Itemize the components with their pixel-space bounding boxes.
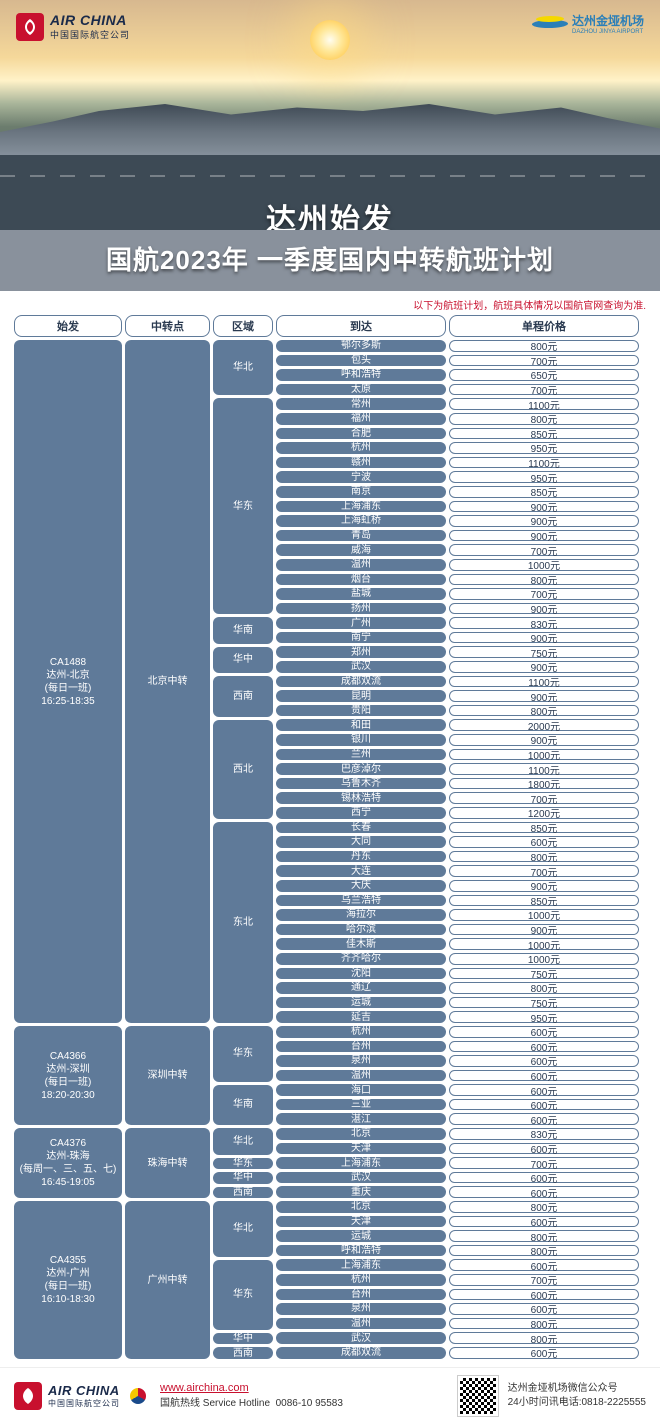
- website-url[interactable]: www.airchina.com: [160, 1382, 249, 1394]
- col-region: 区域: [213, 315, 273, 337]
- airline-name-cn: 中国国际航空公司: [50, 28, 130, 41]
- airport-name-en: DAZHOU JINYA AIRPORT: [572, 29, 644, 35]
- airport-name-cn: 达州金垭机场: [572, 12, 644, 29]
- air-china-logo: AIR CHINA中国国际航空公司: [16, 12, 130, 41]
- hero-banner: AIR CHINA中国国际航空公司 达州金垭机场DAZHOU JINYA AIR…: [0, 0, 660, 230]
- airport-swoosh-icon: [532, 14, 568, 34]
- hotline-number: 0086-10 95583: [276, 1398, 343, 1409]
- phoenix-icon: [14, 1382, 42, 1410]
- col-origin: 始发: [14, 315, 122, 337]
- col-dest: 到达: [276, 315, 446, 337]
- footer: AIR CHINA中国国际航空公司 www.airchina.com 国航热线 …: [0, 1367, 660, 1424]
- title-line2: 国航2023年 一季度国内中转航班计划: [0, 240, 660, 277]
- title-bar: 国航2023年 一季度国内中转航班计划: [0, 230, 660, 291]
- disclaimer-note: 以下为航班计划，航班具体情况以国航官网查询为准.: [14, 297, 646, 312]
- airport-logo: 达州金垭机场DAZHOU JINYA AIRPORT: [532, 12, 644, 35]
- phoenix-icon: [16, 13, 44, 41]
- table-header: 始发 中转点 区域 到达 单程价格: [14, 315, 646, 337]
- table-body: CA1488达州-北京(每日一班)16:25-18:35CA4366达州-深圳(…: [14, 340, 646, 1359]
- inquiry-phone: 0818-2225555: [581, 1397, 646, 1408]
- title-line1: 达州始发: [0, 195, 660, 230]
- footer-right: 达州金垭机场微信公众号 24小时问讯电话:0818-2225555: [508, 1382, 646, 1410]
- qr-code-icon: [458, 1376, 498, 1416]
- airline-name-en: AIR CHINA: [50, 12, 130, 28]
- star-alliance-icon: [130, 1388, 146, 1404]
- col-price: 单程价格: [449, 315, 639, 337]
- col-transfer: 中转点: [125, 315, 210, 337]
- footer-air-china-logo: AIR CHINA中国国际航空公司: [14, 1382, 120, 1410]
- wechat-label: 达州金垭机场微信公众号: [508, 1382, 646, 1396]
- footer-center: www.airchina.com 国航热线 Service Hotline 00…: [160, 1382, 448, 1409]
